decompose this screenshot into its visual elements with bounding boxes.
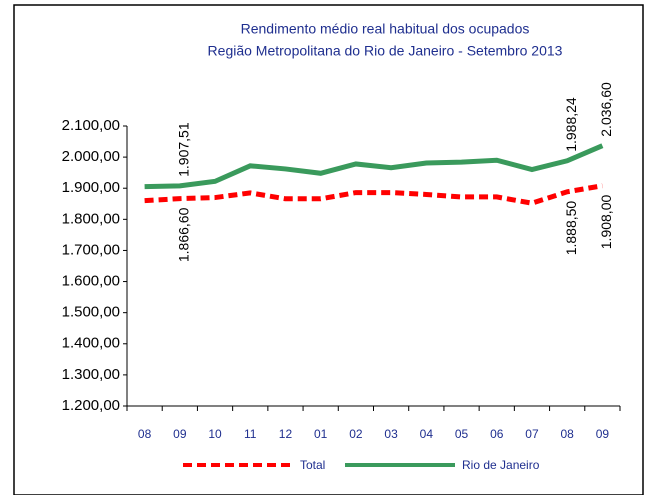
- line-series: [144, 183, 603, 206]
- data-label: 1.907,51: [176, 122, 192, 177]
- x-tick-label: 09: [173, 427, 187, 441]
- x-tick-label: 12: [279, 427, 293, 441]
- y-tick-label: 1.400,00: [62, 335, 120, 352]
- y-tick-label: 1.700,00: [62, 241, 120, 258]
- chart-subtitle: Região Metropolitana do Rio de Janeiro -…: [208, 43, 563, 59]
- x-tick-label: 10: [208, 427, 222, 441]
- y-tick-label: 1.800,00: [62, 210, 120, 227]
- x-tick-label: 11: [244, 427, 257, 441]
- x-tick-label: 05: [455, 427, 469, 441]
- line-series: [144, 143, 604, 190]
- x-tick-label: 03: [384, 427, 398, 441]
- chart-frame: [13, 4, 644, 495]
- data-label: 1.866,60: [176, 207, 192, 262]
- data-label: 1.908,00: [598, 195, 614, 250]
- x-tick-label: 01: [314, 427, 328, 441]
- y-tick-label: 2.100,00: [62, 117, 120, 134]
- data-label: 1.988,24: [563, 97, 579, 152]
- data-label: 1.888,50: [563, 201, 579, 256]
- y-tick-label: 2.000,00: [62, 148, 120, 165]
- y-tick-label: 1.300,00: [62, 366, 120, 383]
- chart-title: Rendimento médio real habitual dos ocupa…: [241, 21, 530, 37]
- legend-label: Rio de Janeiro: [462, 458, 540, 472]
- x-tick-label: 08: [560, 427, 574, 441]
- legend-label: Total: [300, 458, 325, 472]
- x-tick-label: 07: [525, 427, 539, 441]
- y-tick-label: 1.900,00: [62, 179, 120, 196]
- x-tick-label: 04: [420, 427, 434, 441]
- x-tick-label: 06: [490, 427, 504, 441]
- data-label: 2.036,60: [598, 82, 614, 137]
- y-tick-label: 1.500,00: [62, 304, 120, 321]
- x-tick-label: 09: [596, 427, 610, 441]
- x-tick-label: 08: [138, 427, 152, 441]
- y-tick-label: 1.600,00: [62, 273, 120, 290]
- x-tick-label: 02: [349, 427, 363, 441]
- y-tick-label: 1.200,00: [62, 397, 120, 414]
